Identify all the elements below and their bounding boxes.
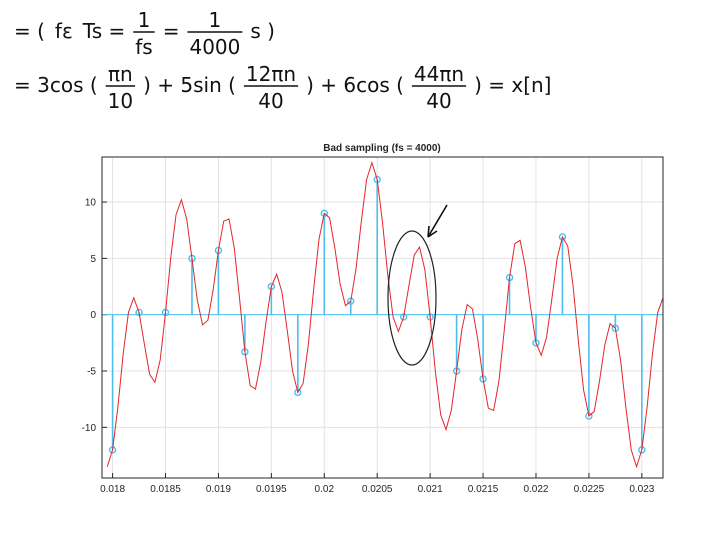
plot-area [102, 157, 663, 478]
x-tick-label: 0.0215 [468, 484, 499, 495]
stem-marker [585, 412, 593, 420]
fraction-numerator: 12πn [246, 62, 296, 86]
axes-box [101, 156, 664, 479]
equation-text: = ( [14, 19, 45, 43]
fraction-numerator: 1 [138, 8, 151, 32]
x-tick-label: 0.021 [418, 484, 443, 495]
y-tick-label: 0 [90, 310, 96, 321]
fraction-denominator: 10 [108, 89, 133, 113]
stem-marker [294, 388, 302, 397]
x-tick-label: 0.0225 [574, 484, 605, 495]
fraction-numerator: 44πn [414, 62, 464, 86]
x-tick-label: 0.02 [315, 484, 335, 495]
x-tick-label: 0.0205 [362, 484, 393, 495]
y-tick-label: -5 [87, 367, 96, 378]
equation-text: fε [55, 19, 73, 43]
equation-text: = 3cos ( [14, 73, 98, 97]
x-tick-label: 0.0195 [256, 484, 287, 495]
stem-marker [320, 209, 328, 218]
x-tick-label: 0.022 [523, 484, 548, 495]
fraction-denominator: 40 [426, 89, 451, 113]
equation-text: ) + 6cos ( [306, 73, 404, 97]
equation-text: ) = x[n] [474, 73, 551, 97]
arrow [427, 204, 448, 238]
x-tick-label: 0.018 [100, 484, 125, 495]
fraction-denominator: fs [135, 35, 152, 59]
stem-marker [558, 233, 567, 241]
equation-text: Ts = [82, 19, 125, 43]
fraction-denominator: 4000 [189, 35, 240, 59]
highlight-ellipse [387, 230, 437, 366]
x-tick-label: 0.0185 [150, 484, 181, 495]
equations: = ( fε Ts = 1 fs = 1 4000 s ) = 3cos ( πn 10 ) + 5si… [14, 8, 551, 113]
chart-title: Bad sampling (fs = 4000) [323, 143, 441, 154]
y-tick-label: -10 [82, 423, 97, 434]
signal-line [106, 160, 664, 469]
equation-text: ) + 5sin ( [143, 73, 236, 97]
fraction-denominator: 40 [258, 89, 283, 113]
equation-text: s ) [250, 19, 275, 43]
y-tick-label: 5 [90, 254, 96, 265]
x-tick-label: 0.019 [206, 484, 231, 495]
fraction-numerator: πn [108, 62, 133, 86]
x-tick-label: 0.023 [629, 484, 654, 495]
equation-text: = [163, 19, 180, 43]
y-tick-label: 10 [85, 198, 97, 209]
chart: Bad sampling (fs = 4000) -10 -5 0 5 10 0.018 0… [82, 143, 664, 495]
fraction-numerator: 1 [209, 8, 222, 32]
